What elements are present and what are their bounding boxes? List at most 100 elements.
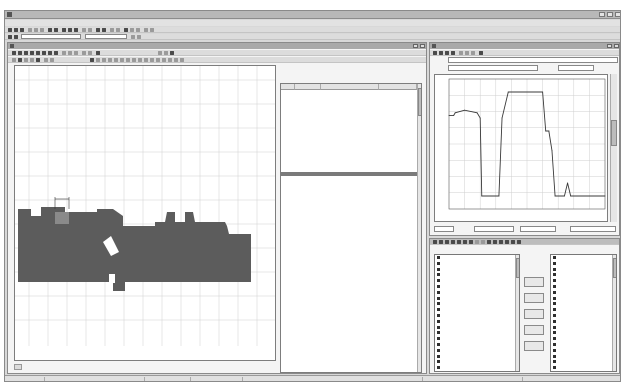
- assigned-list-item[interactable]: [551, 336, 612, 341]
- table-row[interactable]: [281, 198, 417, 202]
- dimension-tool-icon[interactable]: [88, 51, 92, 55]
- list-icon[interactable]: [481, 240, 485, 244]
- list-icon[interactable]: [457, 240, 461, 244]
- stop-icon[interactable]: [102, 28, 106, 32]
- list-icon[interactable]: [433, 240, 437, 244]
- plot-icon[interactable]: [433, 51, 437, 55]
- plot-icon[interactable]: [459, 51, 463, 55]
- assigned-list-item[interactable]: [551, 284, 612, 289]
- tool-icon[interactable]: [114, 58, 118, 62]
- tool-icon[interactable]: [144, 58, 148, 62]
- list-icon[interactable]: [463, 240, 467, 244]
- panel-close-icon[interactable]: [614, 44, 619, 48]
- text-tool-icon[interactable]: [82, 51, 86, 55]
- assigned-list-item[interactable]: [551, 307, 612, 312]
- assigned-list[interactable]: [550, 254, 617, 372]
- assigned-list-item[interactable]: [551, 325, 612, 330]
- canvas-nav-button[interactable]: [14, 364, 22, 370]
- minimize-icon[interactable]: [599, 12, 605, 17]
- assigned-list-item[interactable]: [551, 342, 612, 347]
- list-icon[interactable]: [511, 240, 515, 244]
- tool-icon[interactable]: [150, 58, 154, 62]
- bottom-field[interactable]: [520, 226, 556, 232]
- menu-item[interactable]: [96, 21, 116, 25]
- available-list-item[interactable]: [435, 325, 515, 330]
- part-shape[interactable]: [18, 207, 251, 291]
- available-list-item[interactable]: [435, 354, 515, 359]
- copy-icon[interactable]: [34, 28, 38, 32]
- snap-icon[interactable]: [30, 58, 34, 62]
- plot-icon[interactable]: [451, 51, 455, 55]
- assigned-list-item[interactable]: [551, 359, 612, 364]
- available-list-item[interactable]: [435, 290, 515, 295]
- tool-icon[interactable]: [102, 58, 106, 62]
- available-list-item[interactable]: [435, 301, 515, 306]
- assigned-list-item[interactable]: [551, 296, 612, 301]
- assigned-list-item[interactable]: [551, 313, 612, 318]
- list-icon[interactable]: [445, 240, 449, 244]
- plot-icon[interactable]: [479, 51, 483, 55]
- paste-icon[interactable]: [40, 28, 44, 32]
- available-list-item[interactable]: [435, 267, 515, 272]
- tool-icon[interactable]: [120, 58, 124, 62]
- mode-select[interactable]: [85, 34, 127, 39]
- arrow-tool-icon[interactable]: [54, 51, 58, 55]
- menu-item[interactable]: [142, 21, 162, 25]
- tool-icon[interactable]: [180, 58, 184, 62]
- zoom-in-icon[interactable]: [62, 28, 66, 32]
- arc-tool-icon[interactable]: [68, 51, 72, 55]
- plot-icon[interactable]: [471, 51, 475, 55]
- menu-item[interactable]: [180, 21, 192, 25]
- layer-icon[interactable]: [44, 58, 48, 62]
- layer-icon[interactable]: [50, 58, 54, 62]
- tool-icon[interactable]: [156, 58, 160, 62]
- tool-icon[interactable]: [138, 58, 142, 62]
- tool-icon[interactable]: [162, 58, 166, 62]
- delete-tool-icon[interactable]: [96, 51, 100, 55]
- available-list-item[interactable]: [435, 307, 515, 312]
- options-button[interactable]: [524, 341, 544, 351]
- settings-icon[interactable]: [110, 28, 114, 32]
- list-icon[interactable]: [505, 240, 509, 244]
- assigned-list-item[interactable]: [551, 330, 612, 335]
- select-tool-icon[interactable]: [12, 51, 16, 55]
- list-icon[interactable]: [469, 240, 473, 244]
- bottom-field[interactable]: [570, 226, 616, 232]
- menu-item[interactable]: [164, 21, 178, 25]
- plot-icon[interactable]: [445, 51, 449, 55]
- new-icon[interactable]: [8, 28, 12, 32]
- remove-all-button[interactable]: [524, 325, 544, 335]
- available-list-item[interactable]: [435, 255, 515, 260]
- assigned-list-item[interactable]: [551, 290, 612, 295]
- assigned-list-item[interactable]: [551, 348, 612, 353]
- view-icon[interactable]: [158, 51, 162, 55]
- forward-icon[interactable]: [14, 35, 18, 39]
- column-header[interactable]: [321, 84, 379, 90]
- panel-maximize-icon[interactable]: [413, 44, 418, 48]
- list-icon[interactable]: [487, 240, 491, 244]
- assigned-list-item[interactable]: [551, 267, 612, 272]
- table-scrollbar[interactable]: [417, 84, 421, 372]
- rotate-tool-icon[interactable]: [24, 51, 28, 55]
- plot-icon[interactable]: [439, 51, 443, 55]
- panel-maximize-icon[interactable]: [607, 44, 612, 48]
- tool-icon[interactable]: [90, 58, 94, 62]
- scrollbar-thumb[interactable]: [611, 120, 617, 146]
- available-list-item[interactable]: [435, 313, 515, 318]
- zoom-fit-icon[interactable]: [74, 28, 78, 32]
- available-list[interactable]: [434, 254, 520, 372]
- available-list-item[interactable]: [435, 336, 515, 341]
- save-icon[interactable]: [20, 28, 24, 32]
- help-icon[interactable]: [124, 28, 128, 32]
- assigned-list-item[interactable]: [551, 261, 612, 266]
- assigned-list-item[interactable]: [551, 319, 612, 324]
- path-field[interactable]: [21, 34, 81, 39]
- refresh-icon[interactable]: [131, 35, 135, 39]
- maximize-icon[interactable]: [607, 12, 613, 17]
- snap-icon[interactable]: [36, 58, 40, 62]
- available-list-item[interactable]: [435, 330, 515, 335]
- assigned-list-item[interactable]: [551, 278, 612, 283]
- layers-icon[interactable]: [144, 28, 148, 32]
- pin-icon[interactable]: [137, 35, 141, 39]
- scrollbar-thumb[interactable]: [418, 88, 421, 116]
